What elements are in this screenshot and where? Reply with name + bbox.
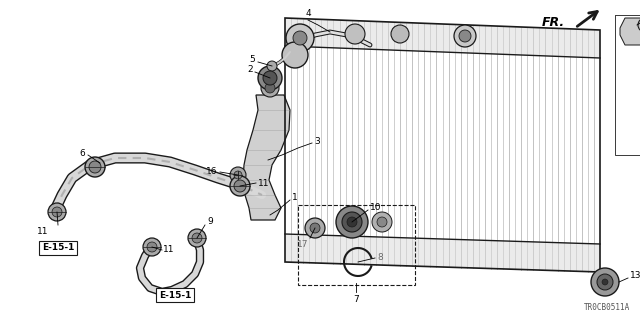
Text: 11: 11	[258, 179, 269, 188]
Circle shape	[454, 25, 476, 47]
Circle shape	[267, 61, 277, 71]
Text: 11: 11	[36, 228, 48, 236]
Circle shape	[459, 30, 471, 42]
Circle shape	[192, 233, 202, 243]
Circle shape	[345, 24, 365, 44]
Circle shape	[85, 157, 105, 177]
Circle shape	[377, 217, 387, 227]
Circle shape	[48, 203, 66, 221]
Polygon shape	[243, 95, 290, 220]
Text: 2: 2	[248, 66, 253, 75]
Text: 13: 13	[630, 271, 640, 281]
Circle shape	[347, 217, 357, 227]
Text: 1: 1	[292, 194, 298, 203]
Circle shape	[264, 72, 276, 84]
Text: 7: 7	[353, 295, 359, 304]
Circle shape	[265, 83, 275, 93]
Text: 5: 5	[249, 55, 255, 65]
Text: TR0CB0511A: TR0CB0511A	[584, 303, 630, 312]
Polygon shape	[620, 18, 640, 45]
Circle shape	[89, 161, 101, 173]
Circle shape	[293, 31, 307, 45]
Circle shape	[372, 212, 392, 232]
Text: E-15-1: E-15-1	[42, 244, 74, 252]
Circle shape	[342, 212, 362, 232]
Polygon shape	[285, 18, 600, 58]
Circle shape	[305, 218, 325, 238]
Circle shape	[261, 79, 279, 97]
Bar	[615, 15, 640, 155]
Circle shape	[234, 171, 242, 179]
Text: 4: 4	[305, 9, 311, 18]
Circle shape	[391, 25, 409, 43]
Text: 9: 9	[207, 218, 212, 227]
Circle shape	[258, 66, 282, 90]
Circle shape	[638, 18, 640, 32]
Text: 6: 6	[79, 148, 85, 157]
Circle shape	[188, 229, 206, 247]
Circle shape	[147, 242, 157, 252]
Circle shape	[230, 167, 246, 183]
Text: 11: 11	[163, 245, 175, 254]
Circle shape	[591, 268, 619, 296]
Circle shape	[52, 207, 62, 217]
Circle shape	[263, 71, 277, 85]
Text: FR.: FR.	[542, 15, 565, 28]
Circle shape	[597, 274, 613, 290]
Circle shape	[234, 180, 246, 192]
Text: 16: 16	[205, 167, 217, 177]
Polygon shape	[285, 234, 600, 272]
Text: 8: 8	[377, 252, 383, 261]
Text: 17: 17	[296, 240, 308, 249]
Text: E-15-1: E-15-1	[159, 291, 191, 300]
Circle shape	[602, 279, 608, 285]
Circle shape	[310, 223, 320, 233]
Circle shape	[286, 24, 314, 52]
Circle shape	[259, 67, 281, 89]
Circle shape	[282, 42, 308, 68]
Bar	[298, 205, 415, 285]
Text: 10: 10	[370, 204, 381, 212]
Text: 3: 3	[314, 138, 320, 147]
Circle shape	[230, 176, 250, 196]
Circle shape	[336, 206, 368, 238]
Circle shape	[143, 238, 161, 256]
